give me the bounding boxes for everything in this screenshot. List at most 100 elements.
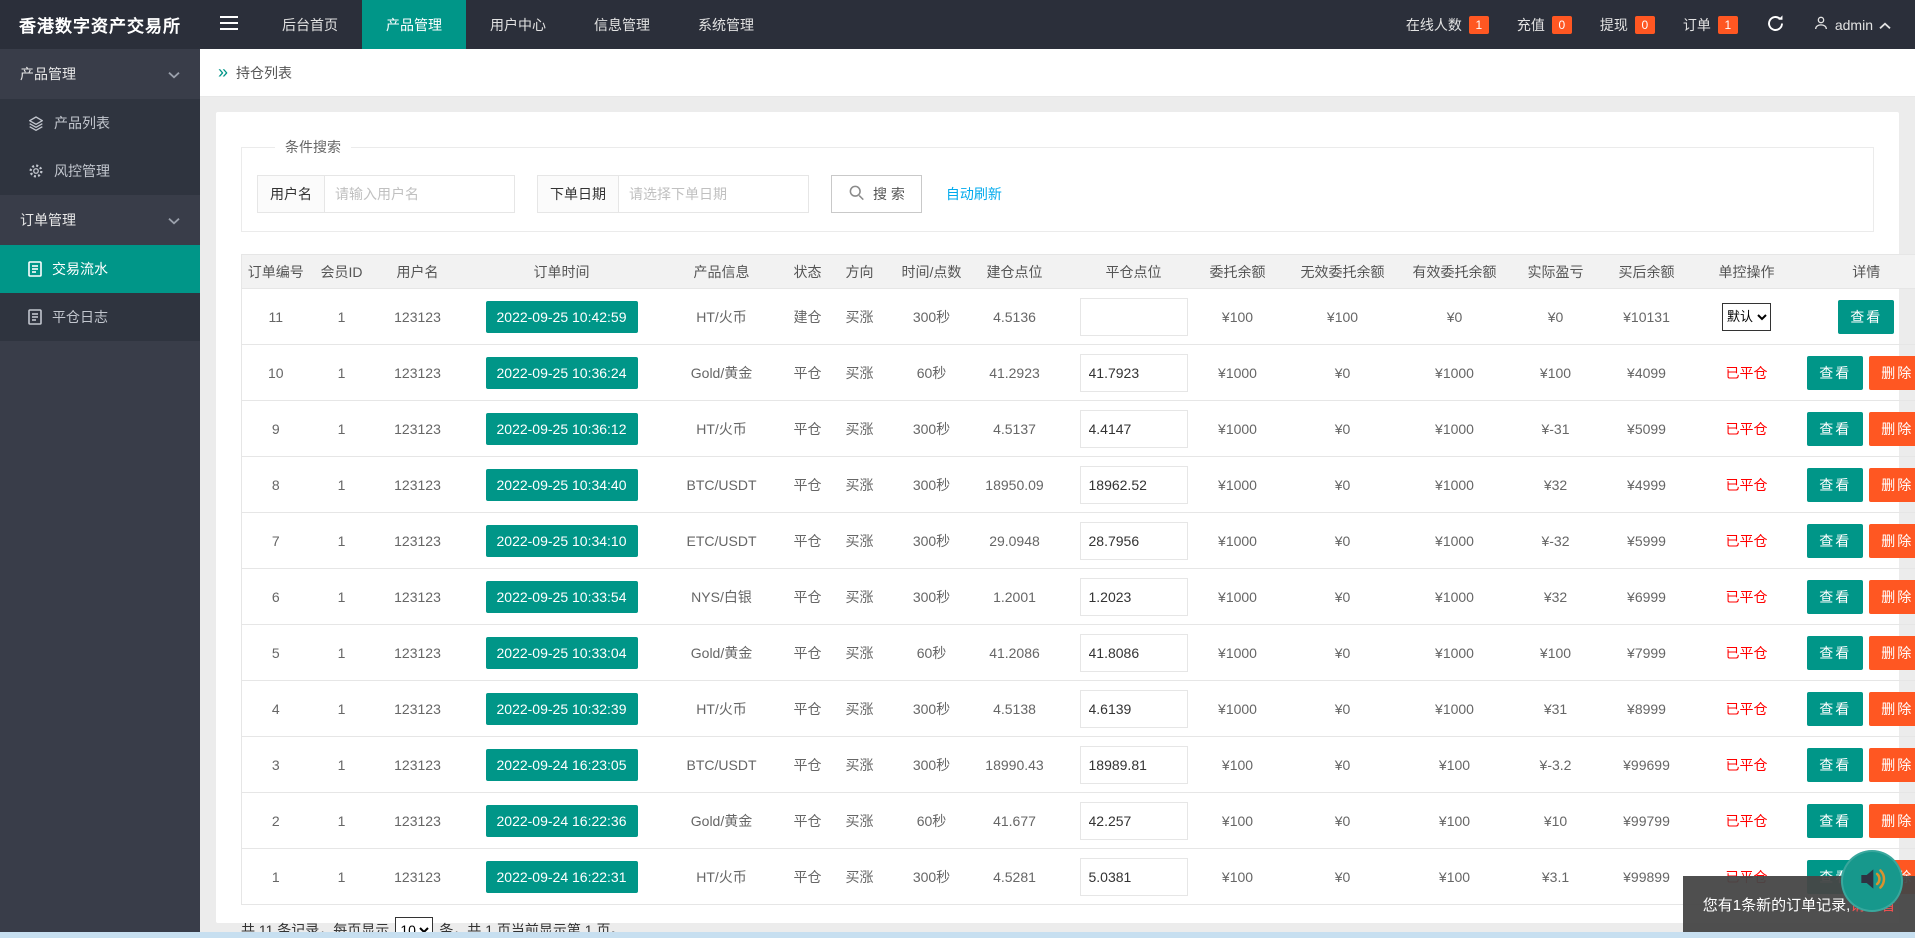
close-point-input[interactable] <box>1079 577 1188 616</box>
close-point-input[interactable] <box>1079 353 1188 392</box>
sidebar-section[interactable]: 产品管理 <box>0 49 200 99</box>
close-point-input[interactable] <box>1079 857 1188 896</box>
cell-invalid-entrust: ¥0 <box>1295 680 1408 737</box>
cell-order-id: 9 <box>241 400 310 457</box>
close-point-input[interactable] <box>1079 521 1188 560</box>
cell-entrust-balance: ¥100 <box>1197 288 1296 345</box>
close-point-input[interactable] <box>1079 745 1188 784</box>
breadcrumb: » 持仓列表 <box>200 49 1915 97</box>
cell-order-id: 4 <box>241 680 310 737</box>
control-select[interactable]: 默认 <box>1722 302 1771 331</box>
delete-button[interactable]: 删除 <box>1869 579 1915 614</box>
cell-profit: ¥10 <box>1519 792 1610 849</box>
view-button[interactable]: 查看 <box>1807 523 1864 558</box>
cell-order-id: 2 <box>241 792 310 849</box>
sidebar-item-label: 平仓日志 <box>52 309 108 325</box>
cell-open-point: 41.2923 <box>977 344 1070 401</box>
cell-direction: 买涨 <box>833 736 886 793</box>
closed-label: 已平仓 <box>1725 364 1768 381</box>
username-input[interactable] <box>325 175 515 213</box>
delete-button[interactable]: 删除 <box>1869 803 1915 838</box>
admin-dropdown[interactable]: admin <box>1813 15 1891 34</box>
nav-item[interactable]: 信息管理 <box>594 16 650 33</box>
nav-item[interactable]: 后台首页 <box>282 16 338 33</box>
sidebar-section-label: 订单管理 <box>20 212 76 228</box>
gear-icon <box>28 163 44 179</box>
close-point-input[interactable] <box>1079 801 1188 840</box>
nav-item[interactable]: 系统管理 <box>698 16 754 33</box>
nav-stat[interactable]: 提现 0 <box>1600 15 1655 35</box>
order-date-input[interactable] <box>619 175 809 213</box>
order-time-badge: 2022-09-25 10:34:40 <box>485 468 638 501</box>
refresh-button[interactable] <box>1766 14 1785 36</box>
nav-stat[interactable]: 订单 1 <box>1683 15 1738 35</box>
cell-product: HT/火币 <box>661 288 782 345</box>
view-button[interactable]: 查看 <box>1807 803 1864 838</box>
delete-button[interactable]: 删除 <box>1869 523 1915 558</box>
cell-close-point <box>1069 792 1198 849</box>
nav-item[interactable]: 产品管理 <box>362 0 466 49</box>
cell-username: 123123 <box>373 848 462 905</box>
view-button[interactable]: 查看 <box>1838 299 1895 334</box>
cell-open-point: 41.677 <box>977 792 1070 849</box>
nav-stat-label: 订单 <box>1682 16 1711 33</box>
search-button-label: 搜 索 <box>873 186 905 202</box>
sidebar-item[interactable]: 产品列表 <box>0 99 200 147</box>
close-point-input[interactable] <box>1079 409 1188 448</box>
sidebar-item[interactable]: 交易流水 <box>0 245 200 293</box>
delete-button[interactable]: 删除 <box>1869 635 1915 670</box>
nav-stat[interactable]: 在线人数 1 <box>1406 15 1489 35</box>
toast-message: 您有1条新的订单记录, <box>1702 896 1851 914</box>
view-button[interactable]: 查看 <box>1807 467 1864 502</box>
sound-toggle-button[interactable] <box>1841 850 1903 912</box>
cell-order-id: 6 <box>241 568 310 625</box>
view-button[interactable]: 查看 <box>1807 635 1864 670</box>
cell-open-point: 18990.43 <box>977 736 1070 793</box>
sidebar-children: 交易流水平仓日志 <box>0 245 200 341</box>
user-icon <box>1813 15 1829 34</box>
cell-order-time: 2022-09-24 16:23:05 <box>461 736 662 793</box>
search-fieldset: 条件搜索 用户名 下单日期 <box>241 137 1874 232</box>
closed-label: 已平仓 <box>1725 588 1768 605</box>
search-legend: 条件搜索 <box>285 139 341 155</box>
cell-valid-entrust: ¥1000 <box>1407 400 1520 457</box>
delete-button[interactable]: 删除 <box>1869 411 1915 446</box>
delete-button[interactable]: 删除 <box>1869 467 1915 502</box>
close-point-input[interactable] <box>1079 689 1188 728</box>
app-logo: 香港数字资产交易所 <box>19 17 181 36</box>
delete-button[interactable]: 删除 <box>1869 355 1915 390</box>
search-button[interactable]: 搜 索 <box>831 175 922 213</box>
view-button[interactable]: 查看 <box>1807 579 1864 614</box>
cell-order-id: 8 <box>241 456 310 513</box>
auto-refresh-link[interactable]: 自动刷新 <box>945 186 1002 202</box>
cell-product: HT/火币 <box>661 848 782 905</box>
cell-open-point: 18950.09 <box>977 456 1070 513</box>
close-point-input[interactable] <box>1079 465 1188 504</box>
cell-status: 建仓 <box>781 288 834 345</box>
nav-item[interactable]: 用户中心 <box>490 16 546 33</box>
view-button[interactable]: 查看 <box>1807 691 1864 726</box>
close-point-input[interactable] <box>1079 297 1188 336</box>
cell-invalid-entrust: ¥0 <box>1295 792 1408 849</box>
delete-button[interactable]: 删除 <box>1869 747 1915 782</box>
view-button[interactable]: 查看 <box>1807 411 1864 446</box>
view-button[interactable]: 查看 <box>1807 355 1864 390</box>
horizontal-scrollbar[interactable] <box>0 932 1915 938</box>
cell-username: 123123 <box>373 288 462 345</box>
sidebar-item[interactable]: 平仓日志 <box>0 293 200 341</box>
menu-toggle-button[interactable] <box>200 0 258 49</box>
delete-button[interactable]: 删除 <box>1869 691 1915 726</box>
close-point-input[interactable] <box>1079 633 1188 672</box>
table-row: 3 1 123123 2022-09-24 16:23:05 BTC/USDT 平仓 买涨 3… <box>241 736 1915 793</box>
view-button[interactable]: 查看 <box>1807 747 1864 782</box>
sidebar-section[interactable]: 订单管理 <box>0 195 200 245</box>
cell-close-point <box>1069 624 1198 681</box>
cell-after-balance: ¥10131 <box>1609 288 1702 345</box>
table-row: 5 1 123123 2022-09-25 10:33:04 Gold/黄金 平仓 买涨 60… <box>241 624 1915 681</box>
sidebar-item[interactable]: 风控管理 <box>0 147 200 195</box>
cell-product: Gold/黄金 <box>661 344 782 401</box>
cell-close-point <box>1069 512 1198 569</box>
cell-username: 123123 <box>373 400 462 457</box>
nav-stat[interactable]: 充值 0 <box>1517 15 1572 35</box>
count-badge: 1 <box>1468 15 1489 34</box>
